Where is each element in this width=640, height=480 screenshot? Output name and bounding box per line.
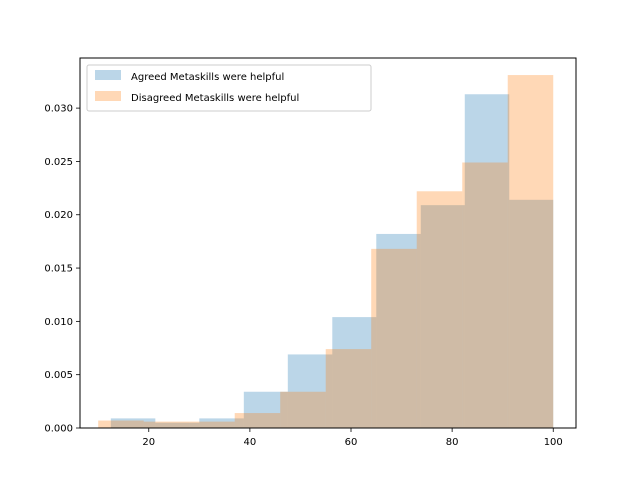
bar-agreed-4 <box>287 354 333 428</box>
histogram-bars <box>98 75 554 429</box>
bar-disagreed-4 <box>280 391 326 428</box>
legend-label-agreed: Agreed Metaskills were helpful <box>131 72 284 83</box>
bar-agreed-3 <box>243 391 288 428</box>
bar-disagreed-5 <box>325 349 372 428</box>
bar-agreed-7 <box>420 205 465 428</box>
legend: Agreed Metaskills were helpful Disagreed… <box>86 64 372 112</box>
x-tick-label-4: 100 <box>544 437 563 448</box>
bar-agreed-6 <box>376 233 421 428</box>
x-tick-label-3: 80 <box>446 437 459 448</box>
x-axis: 20 40 60 80 100 <box>142 428 563 448</box>
y-tick-label-5: 0.025 <box>44 157 73 168</box>
bar-disagreed-7 <box>416 191 463 428</box>
bar-agreed-1 <box>155 422 200 428</box>
bar-agreed-5 <box>332 317 377 428</box>
bar-agreed-8 <box>464 94 510 428</box>
plot-frame <box>79 57 577 429</box>
bar-disagreed-0 <box>98 420 144 428</box>
bar-disagreed-9 <box>507 75 554 428</box>
y-tick-label-4: 0.020 <box>44 210 73 221</box>
bar-agreed-9 <box>509 199 554 428</box>
y-axis: 0.000 0.005 0.010 0.015 0.020 0.025 0.030 <box>44 104 80 435</box>
y-tick-label-1: 0.005 <box>44 370 73 381</box>
bar-disagreed-3 <box>234 413 281 428</box>
bar-disagreed-2 <box>189 421 235 428</box>
legend-label-disagreed: Disagreed Metaskills were helpful <box>131 93 299 104</box>
bar-disagreed-8 <box>462 162 508 429</box>
bar-agreed-0 <box>110 418 156 428</box>
bar-disagreed-6 <box>371 248 417 428</box>
x-tick-label-0: 20 <box>142 437 155 448</box>
y-tick-label-6: 0.030 <box>44 104 73 115</box>
legend-box <box>86 64 372 112</box>
bar-agreed-2 <box>199 418 244 428</box>
y-tick-label-2: 0.010 <box>44 317 73 328</box>
bar-disagreed-1 <box>143 421 190 428</box>
legend-swatch-disagreed <box>95 91 121 101</box>
y-tick-label-3: 0.015 <box>44 264 73 275</box>
y-tick-label-0: 0.000 <box>44 424 73 435</box>
legend-swatch-agreed <box>95 70 121 80</box>
x-tick-label-1: 40 <box>244 437 257 448</box>
x-tick-label-2: 60 <box>345 437 358 448</box>
